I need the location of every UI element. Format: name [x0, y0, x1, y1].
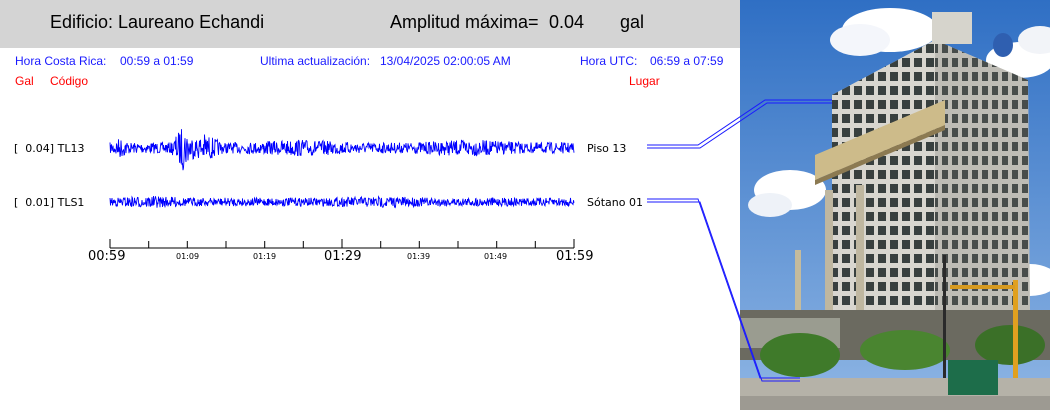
- amplitude-value: 0.04: [549, 12, 585, 32]
- floor-connector-lines: [647, 99, 832, 382]
- channel-2-code: TLS1: [57, 196, 85, 209]
- tick-label-major: 00:59: [88, 249, 126, 264]
- trace-waveform: [109, 195, 575, 209]
- column-header-gal: Gal: [15, 74, 34, 88]
- local-time-range: 00:59 a 01:59: [120, 54, 194, 68]
- header-bar: [0, 0, 740, 48]
- tick-label-major: 01:59: [556, 249, 594, 264]
- local-time-label: Hora Costa Rica:: [15, 54, 107, 68]
- amplitude-label: Amplitud máxima=: [390, 12, 539, 32]
- channel-2-place[interactable]: Sótano 01: [587, 196, 643, 209]
- update-value: 13/04/2025 02:00:05 AM: [380, 54, 511, 68]
- tick-label-minor: 01:39: [407, 252, 431, 261]
- building-photo-icon: [740, 0, 1050, 410]
- channel-1-label: [ 0.04] TL13: [14, 142, 85, 155]
- channel-1-gal: 0.04: [25, 142, 50, 155]
- trace-waveform: [109, 129, 575, 171]
- tick-label-minor: 01:49: [484, 252, 508, 261]
- column-header-code: Código: [50, 74, 89, 88]
- channel-2-label: [ 0.01] TLS1: [14, 196, 85, 209]
- tick-label-minor: 01:09: [176, 252, 200, 261]
- utc-label: Hora UTC:: [580, 54, 638, 68]
- channel-1-place[interactable]: Piso 13: [587, 142, 627, 155]
- amplitude-unit: gal: [620, 12, 645, 32]
- channel-2-trace: [109, 195, 575, 209]
- column-header-place: Lugar: [629, 74, 660, 88]
- time-axis-ticks: [109, 239, 575, 248]
- channel-2-gal: 0.01: [25, 196, 50, 209]
- tick-label-major: 01:29: [324, 249, 362, 264]
- tick-label-minor: 01:19: [253, 252, 277, 261]
- building-title: Edificio: Laureano Echandi: [50, 12, 265, 32]
- utc-range: 06:59 a 07:59: [650, 54, 724, 68]
- update-label: Ultima actualización:: [260, 54, 371, 68]
- channel-1-code: TL13: [57, 142, 85, 155]
- channel-1-trace: [109, 129, 575, 171]
